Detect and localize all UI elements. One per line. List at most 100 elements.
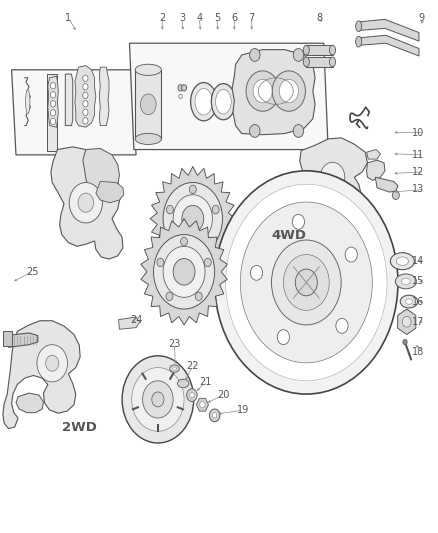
Ellipse shape	[135, 133, 161, 144]
Text: 1: 1	[65, 13, 71, 23]
Circle shape	[163, 182, 223, 255]
Ellipse shape	[195, 88, 212, 115]
Text: 3: 3	[179, 13, 185, 23]
Circle shape	[272, 240, 341, 325]
Circle shape	[209, 409, 220, 422]
Circle shape	[320, 163, 345, 192]
Circle shape	[83, 101, 88, 107]
Circle shape	[403, 317, 411, 327]
Circle shape	[50, 110, 56, 116]
Circle shape	[392, 191, 399, 199]
Circle shape	[226, 184, 387, 381]
Polygon shape	[119, 317, 140, 329]
Bar	[3, 332, 12, 346]
Circle shape	[163, 246, 205, 297]
Text: 6: 6	[231, 13, 237, 23]
Text: 13: 13	[412, 184, 424, 195]
Text: 19: 19	[237, 405, 249, 415]
Ellipse shape	[402, 278, 410, 285]
Polygon shape	[48, 76, 58, 127]
Bar	[135, 70, 161, 139]
Circle shape	[403, 340, 407, 345]
Circle shape	[178, 85, 183, 91]
Circle shape	[50, 83, 56, 89]
Ellipse shape	[390, 253, 414, 270]
Text: 21: 21	[199, 377, 211, 387]
Circle shape	[212, 413, 217, 418]
Ellipse shape	[329, 45, 336, 55]
Circle shape	[122, 356, 194, 443]
Circle shape	[182, 205, 204, 232]
Circle shape	[50, 118, 56, 125]
Circle shape	[83, 92, 88, 99]
Polygon shape	[6, 333, 38, 348]
Circle shape	[166, 292, 173, 301]
Polygon shape	[300, 138, 367, 209]
Circle shape	[200, 401, 205, 408]
Circle shape	[250, 125, 260, 138]
Circle shape	[240, 202, 372, 363]
Circle shape	[37, 345, 67, 382]
Text: 24: 24	[130, 314, 142, 325]
Circle shape	[50, 101, 56, 107]
Circle shape	[204, 258, 211, 266]
Circle shape	[203, 238, 210, 247]
Polygon shape	[375, 177, 398, 192]
Circle shape	[212, 205, 219, 214]
Circle shape	[195, 292, 202, 301]
Text: 14: 14	[412, 256, 424, 266]
Circle shape	[187, 389, 197, 401]
Polygon shape	[83, 149, 120, 195]
Polygon shape	[12, 70, 136, 155]
Circle shape	[83, 84, 88, 90]
Polygon shape	[46, 74, 57, 151]
Circle shape	[157, 258, 164, 266]
Circle shape	[293, 125, 304, 138]
Text: 17: 17	[412, 317, 424, 327]
Circle shape	[283, 255, 329, 310]
Circle shape	[50, 92, 56, 98]
Polygon shape	[3, 321, 80, 429]
Circle shape	[46, 356, 59, 371]
Polygon shape	[359, 35, 419, 56]
Polygon shape	[99, 67, 109, 126]
Circle shape	[250, 49, 260, 61]
Ellipse shape	[396, 257, 409, 265]
Circle shape	[272, 71, 305, 111]
Circle shape	[143, 381, 173, 418]
Circle shape	[179, 94, 182, 99]
Text: 2WD: 2WD	[62, 421, 97, 433]
Circle shape	[215, 171, 398, 394]
Polygon shape	[232, 50, 315, 135]
Text: 20: 20	[217, 390, 230, 400]
Polygon shape	[51, 147, 123, 259]
Circle shape	[190, 392, 194, 398]
Ellipse shape	[396, 274, 417, 289]
Ellipse shape	[191, 83, 217, 121]
Text: 9: 9	[418, 13, 424, 23]
Circle shape	[83, 75, 88, 82]
Ellipse shape	[356, 36, 362, 47]
Polygon shape	[75, 66, 96, 127]
Polygon shape	[367, 150, 381, 159]
Circle shape	[246, 71, 279, 111]
Circle shape	[345, 247, 357, 262]
Text: 4: 4	[196, 13, 202, 23]
Ellipse shape	[400, 295, 418, 308]
Ellipse shape	[172, 367, 177, 370]
Circle shape	[251, 265, 263, 280]
Bar	[306, 45, 332, 55]
Ellipse shape	[406, 299, 413, 304]
Bar	[306, 57, 332, 67]
Circle shape	[78, 193, 94, 212]
Circle shape	[336, 318, 348, 333]
Text: 23: 23	[168, 338, 180, 349]
Text: 7: 7	[249, 13, 255, 23]
Circle shape	[83, 118, 88, 124]
Circle shape	[277, 330, 290, 345]
Polygon shape	[141, 219, 227, 325]
Polygon shape	[150, 166, 236, 271]
Circle shape	[295, 269, 317, 296]
Text: 15: 15	[412, 277, 424, 286]
Ellipse shape	[141, 94, 156, 115]
